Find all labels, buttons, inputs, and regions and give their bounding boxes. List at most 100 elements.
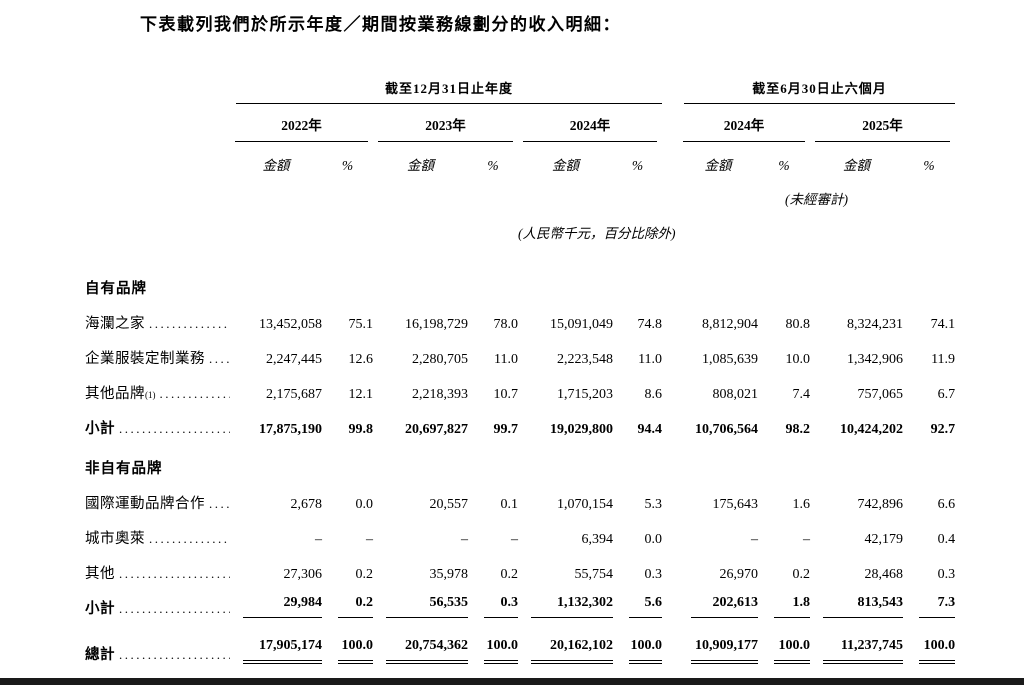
- percent-header: %: [631, 158, 644, 173]
- amount-value: 1,715,203: [557, 387, 613, 402]
- amount-value: 35,978: [429, 567, 469, 582]
- amount-value: 1,342,906: [847, 352, 904, 367]
- percent-value: 100.0: [629, 638, 663, 664]
- section-label: 非自有品牌: [85, 461, 163, 477]
- percent-value: 94.4: [637, 422, 663, 437]
- percent-value: 0.0: [355, 497, 374, 512]
- amount-value: 10,909,177: [691, 638, 759, 664]
- percent-value: 74.8: [637, 317, 663, 332]
- year-2023: 2023年: [378, 104, 513, 142]
- amount-header: 金額: [552, 158, 579, 173]
- amount-value: 2,223,548: [557, 352, 613, 367]
- amount-value: 13,452,058: [259, 317, 322, 332]
- percent-value: 0.3: [937, 567, 956, 582]
- row-label: 小計: [85, 601, 115, 617]
- row-label: 城市奧萊: [85, 531, 145, 547]
- percent-value: 100.0: [338, 638, 373, 664]
- percent-value: 11.0: [638, 352, 663, 367]
- amount-value: 42,179: [864, 532, 904, 547]
- amount-value: 2,678: [290, 497, 323, 512]
- percent-value: 75.1: [348, 317, 374, 332]
- row-label: 其他: [85, 566, 115, 582]
- percent-value: 100.0: [484, 638, 518, 664]
- amount-value: 6,394: [581, 532, 614, 547]
- percent-value: 0.4: [937, 532, 956, 547]
- amount-value: 8,324,231: [847, 317, 904, 332]
- amount-value: 20,162,102: [531, 638, 613, 664]
- amount-value: 55,754: [574, 567, 614, 582]
- data-row: 其他品牌(1)2,175,68712.12,218,39310.71,715,2…: [85, 376, 955, 411]
- amount-value: 17,905,174: [243, 638, 322, 664]
- amount-value: 17,875,190: [259, 422, 322, 437]
- amount-value: 28,468: [864, 567, 904, 582]
- percent-value: 0.1: [500, 497, 519, 512]
- page-cutoff-strip: [0, 678, 1024, 685]
- dot-leader: [149, 316, 230, 333]
- percent-value: 12.6: [348, 352, 374, 367]
- amount-value: 1,070,154: [557, 497, 613, 512]
- percent-value: 7.3: [919, 595, 956, 618]
- data-row: 城市奧萊 – – – – 6,394 0.0 – – 42,179 0.4: [85, 521, 955, 556]
- percent-header: %: [923, 158, 935, 173]
- percent-value: 74.1: [930, 317, 956, 332]
- amount-value: 10,424,202: [840, 422, 904, 437]
- percent-value: –: [366, 532, 373, 547]
- percent-value: 6.6: [937, 497, 956, 512]
- dot-leader: [119, 601, 230, 618]
- percent-value: 0.0: [644, 532, 663, 547]
- unaudited-note: (未經審計): [785, 192, 849, 207]
- year-2024: 2024年: [523, 104, 658, 142]
- amount-value: 19,029,800: [550, 422, 613, 437]
- amount-value: –: [315, 532, 322, 547]
- currency-note: (人民幣千元，百分比除外): [518, 226, 676, 241]
- data-row: 國際運動品牌合作 2,678 0.0 20,557 0.1 1,070,154 5.3 175…: [85, 486, 955, 521]
- amount-value: 202,613: [691, 595, 759, 618]
- amount-value: 56,535: [386, 595, 468, 618]
- amount-value: 1,085,639: [702, 352, 759, 367]
- dot-leader: [119, 647, 230, 664]
- percent-value: 0.2: [500, 567, 519, 582]
- year-2025-interim: 2025年: [815, 104, 951, 142]
- amount-value: 10,706,564: [695, 422, 759, 437]
- amount-value: 742,896: [857, 497, 904, 512]
- subtotal-row: 小計 17,875,190 99.8 20,697,827 99.7 19,029,800…: [85, 411, 955, 446]
- percent-value: 99.8: [348, 422, 374, 437]
- percent-value: –: [803, 532, 811, 547]
- year-2024-interim: 2024年: [683, 104, 806, 142]
- row-label: 企業服裝定制業務: [85, 351, 205, 367]
- period-header-annual: 截至12月31日止年度: [236, 72, 663, 104]
- amount-value: 808,021: [712, 387, 759, 402]
- period-header-row: 截至12月31日止年度 截至6月30日止六個月: [85, 72, 956, 104]
- percent-value: 10.0: [785, 352, 811, 367]
- amount-value: 20,697,827: [405, 422, 468, 437]
- percent-value: 78.0: [493, 317, 519, 332]
- total-row: 總計 17,905,174 100.0 20,754,362 100.0 20,162,1…: [85, 626, 956, 672]
- amount-header: 金額: [407, 158, 434, 173]
- dot-leader: [119, 566, 230, 583]
- amount-value: 27,306: [283, 567, 323, 582]
- amount-value: 8,812,904: [702, 317, 759, 332]
- percent-value: 99.7: [493, 422, 519, 437]
- percent-value: 100.0: [919, 638, 956, 664]
- amount-value: 2,280,705: [412, 352, 468, 367]
- percent-value: 1.6: [792, 497, 811, 512]
- amount-value: 757,065: [857, 387, 904, 402]
- percent-value: 8.6: [644, 387, 663, 402]
- row-label: 其他品牌: [85, 386, 145, 402]
- dot-leader: [209, 496, 230, 513]
- amount-value: 813,543: [823, 595, 904, 618]
- percent-value: 6.7: [937, 387, 956, 402]
- percent-value: 11.9: [931, 352, 956, 367]
- percent-value: 10.7: [493, 387, 519, 402]
- amount-value: 16,198,729: [405, 317, 468, 332]
- percent-value: 98.2: [785, 422, 811, 437]
- percent-value: 12.1: [348, 387, 374, 402]
- amount-value: 29,984: [243, 595, 322, 618]
- amount-value: 20,557: [429, 497, 469, 512]
- revenue-table: 截至12月31日止年度 截至6月30日止六個月 2022年 2023年 2024…: [85, 72, 956, 672]
- dot-leader: [209, 351, 230, 368]
- amount-value: 2,247,445: [266, 352, 322, 367]
- amount-value: 20,754,362: [386, 638, 468, 664]
- dot-leader: [160, 386, 231, 403]
- amount-value: –: [461, 532, 468, 547]
